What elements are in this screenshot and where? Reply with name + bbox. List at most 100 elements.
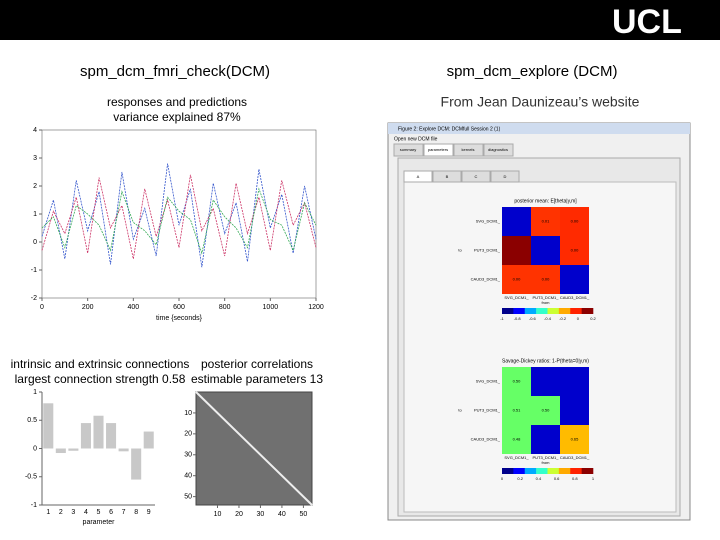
x-tick-label: 600 [173,304,185,311]
cell-label: 0.00 [571,248,580,253]
cell-label: 0.48 [513,437,522,442]
chart-title: responses and predictions [107,95,247,109]
cell-label: 0.00 [571,219,580,224]
tab[interactable] [423,143,454,157]
x-tick-label: 200 [82,304,94,311]
x-tick-label: 40 [278,511,286,518]
tab-label: diagnostics [488,147,508,152]
x-tick-label: 2 [59,509,63,516]
cell-label: 0.50 [542,408,551,413]
x-tick-label: 4 [84,509,88,516]
matrix-cell [502,236,531,265]
colorbar-tick: 1 [592,476,595,481]
left-heading: spm_dcm_fmri_check(DCM) [80,63,270,80]
colorbar-tick: -1 [500,316,504,321]
cell-label: 0.50 [513,379,522,384]
bar [68,448,79,451]
matrix-cell [502,396,531,425]
x-tick-label: 1200 [308,304,324,311]
matrix-cell [560,396,589,425]
series-line [41,163,317,268]
y-tick-label: 20 [184,431,192,438]
matrix-cell [560,207,589,236]
colorbar-segment [570,468,582,474]
subtab[interactable] [490,170,520,183]
colorbar-segment [502,468,514,474]
y-axis-label: to [458,408,462,413]
row-label: CAUD3_DCM1_ [471,277,501,282]
colorbar-tick: 0.8 [572,476,578,481]
x-tick-label: 7 [122,509,126,516]
matrix-cell [502,425,531,454]
subtab-label: D [504,174,507,179]
series-line [41,187,317,255]
matrix-cell [560,265,589,294]
colorbar-segment [536,308,548,314]
bar [118,448,129,452]
col-label: PUT3_DCM1_ [532,295,559,300]
plot-area [41,129,317,299]
cell-label: 0.65 [571,437,580,442]
colorbar-segment [524,468,537,474]
y-tick-label: -0.5 [25,474,37,481]
y-tick-label: 1 [33,389,37,396]
cell-label: 0.51 [513,408,522,413]
y-tick-label: -2 [31,295,37,302]
colorbar-tick: 0 [501,476,504,481]
x-tick-label: 6 [109,509,113,516]
bar [143,431,154,449]
right-subheading: From Jean Daunizeau’s website [441,94,640,110]
col-label: PUT3_DCM1_ [532,455,559,460]
matrix-cell [531,367,560,396]
colorbar-segment [547,468,560,474]
matrix-cell [560,425,589,454]
x-tick-label: 50 [300,511,308,518]
x-axis-label: time {seconds} [156,315,203,322]
col-label: CAUD3_DCM1_ [560,295,590,300]
colorbar-segment [558,308,571,314]
bar [106,423,117,449]
colorbar-tick: 0.2 [590,316,596,321]
colorbar-segment [524,308,537,314]
matrix-cell [560,236,589,265]
bar [80,423,91,449]
colorbar-segment [581,468,594,474]
x-axis-label: parameter [83,519,116,526]
matrix-cell [531,236,560,265]
x-tick-label: 8 [134,509,138,516]
subtab[interactable] [403,170,433,183]
y-tick-label: 50 [184,493,192,500]
x-tick-label: 5 [97,509,101,516]
colorbar-tick: 0.2 [517,476,523,481]
x-tick-label: 30 [257,511,265,518]
subtab[interactable] [432,170,462,183]
chart-title: estimable parameters 13 [191,372,323,386]
cell-label: 0.01 [542,219,551,224]
y-tick-label: 0 [33,239,37,246]
x-tick-label: 1 [46,509,50,516]
colorbar-segment [513,308,526,314]
subtab[interactable] [461,170,491,183]
colorbar-tick: 0.4 [536,476,542,481]
cell-label: 0.00 [542,277,551,282]
colorbar-tick: -0.4 [544,316,552,321]
tab[interactable] [453,143,484,157]
cell-label: 0.00 [513,277,522,282]
y-tick-label: 10 [184,410,192,417]
tab[interactable] [393,143,424,157]
x-tick-label: 20 [235,511,243,518]
window-titlebar [388,123,690,134]
colorbar-segment [536,468,548,474]
right-heading: spm_dcm_explore (DCM) [447,63,618,80]
colorbar-segment [513,468,526,474]
diagonal [195,391,313,506]
y-tick-label: 0 [33,445,37,452]
row-label: SVG_DCM1_ [476,379,501,384]
tab[interactable] [483,143,514,157]
x-tick-label: 3 [71,509,75,516]
col-label: SVG_DCM1_ [504,295,529,300]
row-label: SVG_DCM1_ [476,219,501,224]
tab-label: kernels [462,147,475,152]
bar [93,415,104,449]
matrix-cell [560,367,589,396]
